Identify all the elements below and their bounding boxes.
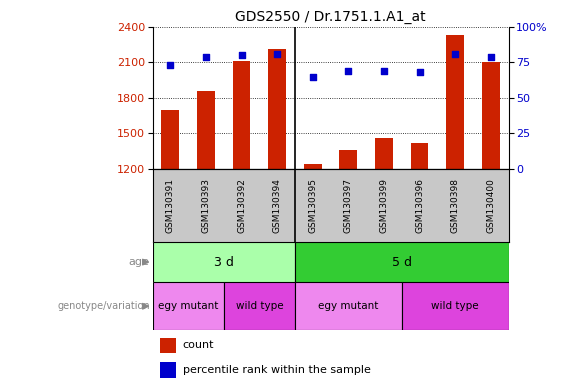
Point <box>415 69 424 75</box>
Text: GSM130400: GSM130400 <box>486 178 495 233</box>
Point <box>308 73 318 79</box>
Text: GSM130392: GSM130392 <box>237 178 246 233</box>
Bar <box>295 242 508 282</box>
Text: 5 d: 5 d <box>392 256 412 268</box>
Text: age: age <box>129 257 150 267</box>
Text: GSM130391: GSM130391 <box>166 178 175 233</box>
Text: percentile rank within the sample: percentile rank within the sample <box>183 365 371 375</box>
Bar <box>411 143 428 169</box>
Bar <box>224 282 295 330</box>
Point <box>273 51 282 57</box>
Bar <box>446 35 464 169</box>
Text: egy mutant: egy mutant <box>318 301 379 311</box>
Point <box>451 51 460 57</box>
Point <box>202 54 211 60</box>
Text: genotype/variation: genotype/variation <box>57 301 150 311</box>
Point <box>237 52 246 58</box>
Text: GSM130394: GSM130394 <box>273 178 281 233</box>
Bar <box>162 110 179 169</box>
Point <box>166 62 175 68</box>
Text: GSM130397: GSM130397 <box>344 178 353 233</box>
Text: GSM130398: GSM130398 <box>451 178 459 233</box>
Bar <box>295 282 402 330</box>
Text: egy mutant: egy mutant <box>158 301 218 311</box>
Bar <box>482 62 499 169</box>
Bar <box>340 150 357 169</box>
Bar <box>233 61 250 169</box>
Bar <box>197 91 215 169</box>
Text: GSM130393: GSM130393 <box>202 178 210 233</box>
Text: GSM130396: GSM130396 <box>415 178 424 233</box>
Text: count: count <box>183 340 214 350</box>
Bar <box>304 164 321 169</box>
Text: wild type: wild type <box>431 301 479 311</box>
Bar <box>153 242 295 282</box>
Text: GSM130395: GSM130395 <box>308 178 317 233</box>
Text: GSM130399: GSM130399 <box>380 178 388 233</box>
Bar <box>375 138 393 169</box>
Point <box>486 54 495 60</box>
Bar <box>268 50 286 169</box>
Text: 3 d: 3 d <box>214 256 234 268</box>
Bar <box>153 282 224 330</box>
Bar <box>402 282 508 330</box>
Bar <box>160 338 176 353</box>
Bar <box>160 362 176 377</box>
Title: GDS2550 / Dr.1751.1.A1_at: GDS2550 / Dr.1751.1.A1_at <box>235 10 426 25</box>
Point <box>380 68 389 74</box>
Text: wild type: wild type <box>236 301 283 311</box>
Point <box>344 68 353 74</box>
